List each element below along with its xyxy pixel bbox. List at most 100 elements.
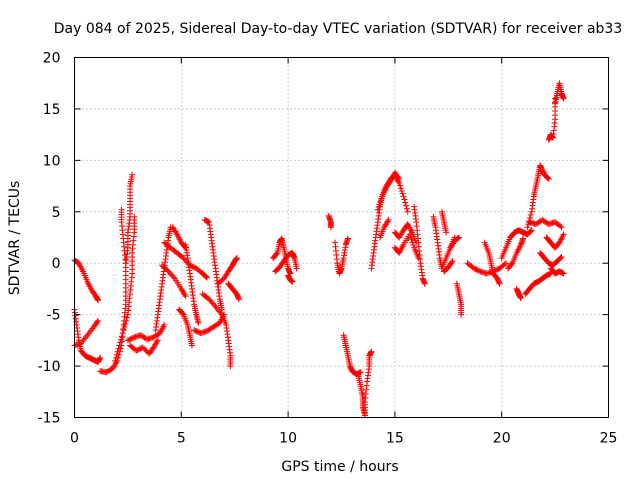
data-point (421, 280, 428, 287)
series-trace-al (464, 260, 509, 277)
data-point (182, 293, 189, 300)
data-point (560, 231, 567, 238)
data-point (410, 242, 417, 249)
data-point (131, 213, 138, 220)
data-point (169, 272, 176, 279)
data-point (374, 206, 381, 213)
data-point (527, 211, 534, 218)
data-point (128, 335, 135, 342)
data-point (455, 234, 462, 241)
data-point (233, 255, 240, 262)
data-point (455, 235, 462, 242)
data-point (203, 273, 210, 280)
chart-title: Day 084 of 2025, Sidereal Day-to-day VTE… (54, 21, 623, 37)
series-trace-k (159, 262, 189, 300)
data-point (449, 258, 456, 265)
x-tick-label: 25 (600, 431, 618, 447)
data-points (71, 80, 567, 419)
series-trace-aq (524, 162, 552, 231)
data-point (409, 239, 416, 246)
data-point (492, 267, 499, 274)
series-trace-y (340, 332, 364, 378)
data-point (557, 254, 564, 261)
data-point (399, 190, 406, 197)
data-point (395, 174, 402, 181)
series-trace-h (127, 337, 161, 357)
data-point (119, 330, 126, 337)
data-point (123, 317, 130, 324)
data-point (117, 339, 124, 346)
series-trace-c (71, 317, 101, 349)
series-trace-ar (526, 217, 565, 231)
data-point (124, 337, 131, 344)
series-trace-x (332, 235, 351, 277)
data-point (130, 334, 137, 341)
series-trace-q (199, 291, 234, 370)
data-point (289, 278, 296, 285)
x-tick-label: 10 (279, 431, 297, 447)
series-trace-w (325, 212, 334, 231)
data-point (398, 188, 405, 195)
y-tick-label: -15 (38, 411, 61, 427)
data-point (153, 338, 160, 345)
data-point (94, 317, 101, 324)
series-trace-ae (391, 231, 422, 262)
x-tick-label: 5 (177, 431, 186, 447)
series-trace-af (411, 203, 428, 287)
data-point (170, 274, 177, 281)
series-trace-ap (513, 285, 524, 302)
data-point (293, 265, 300, 272)
tick-marks (74, 57, 609, 418)
series-trace-as (522, 270, 554, 298)
data-point (476, 267, 483, 274)
data-point (378, 196, 385, 203)
data-point (375, 204, 382, 211)
x-tick-label: 0 (70, 431, 79, 447)
data-point (116, 342, 123, 349)
data-point (472, 265, 479, 272)
y-tick-label: 10 (43, 153, 61, 169)
data-point (122, 320, 129, 327)
data-point (129, 171, 136, 178)
data-point (327, 224, 334, 231)
data-point (97, 354, 104, 361)
series-trace-g (124, 321, 168, 344)
data-point (397, 182, 404, 189)
x-tick-labels: 0 5 10 15 20 25 (70, 431, 617, 447)
data-point (443, 229, 450, 236)
series-trace-ak (453, 280, 465, 318)
data-point (118, 336, 125, 343)
data-point (404, 208, 411, 215)
series-trace-n (182, 241, 202, 326)
data-point (168, 271, 175, 278)
data-point (235, 296, 242, 303)
data-point (273, 250, 280, 257)
data-point (94, 319, 101, 326)
y-tick-label: 5 (52, 205, 61, 221)
series-trace-am (481, 239, 503, 287)
data-point (403, 202, 410, 209)
data-point (474, 267, 481, 274)
data-point (357, 369, 364, 376)
data-point (524, 224, 531, 231)
data-point (560, 270, 567, 277)
data-point (203, 274, 210, 281)
y-axis-label: SDTVAR / TECUs (7, 181, 23, 296)
data-point (520, 235, 527, 242)
data-point (124, 314, 131, 321)
data-point (544, 175, 551, 182)
data-point (181, 291, 188, 298)
series-trace-ax (552, 80, 567, 107)
data-point (376, 201, 383, 208)
data-point (344, 235, 351, 242)
data-point (400, 193, 407, 200)
data-point (368, 348, 375, 355)
series-trace-ab (374, 169, 403, 213)
data-point (189, 263, 196, 270)
data-point (136, 346, 143, 353)
series-trace-d (97, 206, 129, 376)
data-point (154, 337, 161, 344)
series-trace-an (498, 227, 535, 262)
data-point (166, 269, 173, 276)
